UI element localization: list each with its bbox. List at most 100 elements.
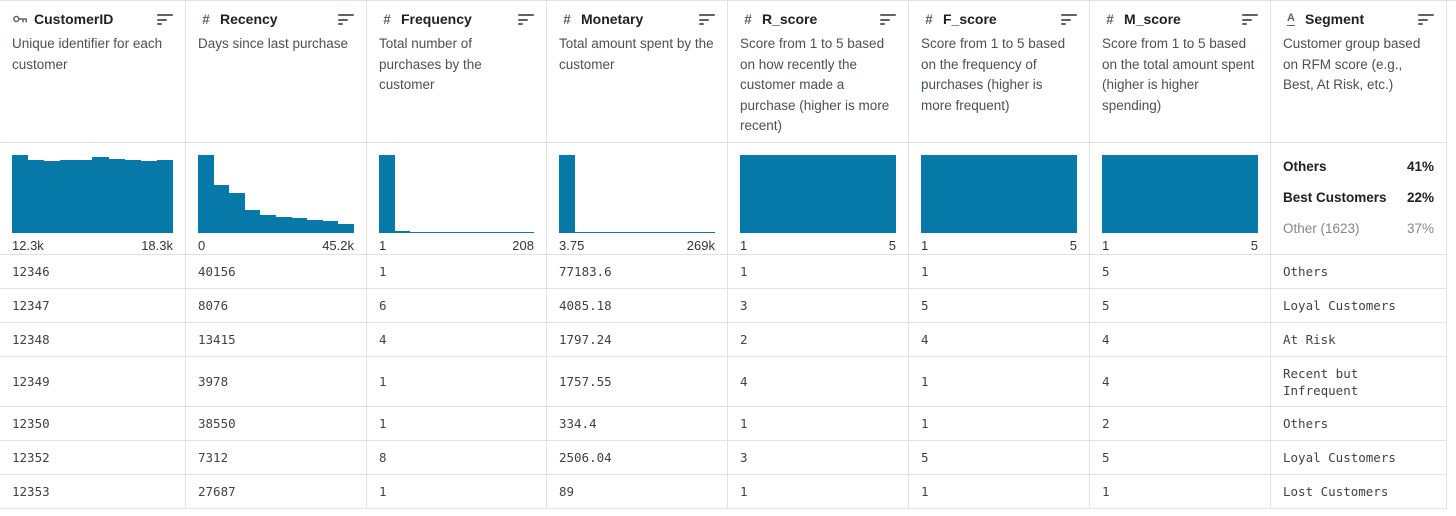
cell-m_score-row-3[interactable]: 4: [1090, 357, 1271, 407]
histogram-bar: [849, 155, 865, 233]
column-sort-icon[interactable]: [338, 13, 354, 25]
cell-frequency-row-3[interactable]: 1: [367, 357, 547, 407]
cell-segment-row-5[interactable]: Loyal Customers: [1271, 441, 1447, 475]
cell-recency-row-2[interactable]: 13415: [186, 323, 367, 357]
cell-frequency-row-0[interactable]: 1: [367, 255, 547, 289]
cell-segment-row-0[interactable]: Others: [1271, 255, 1447, 289]
column-histogram-frequency[interactable]: 1 208: [367, 143, 547, 255]
cell-frequency-row-4[interactable]: 1: [367, 407, 547, 441]
column-header-r_score[interactable]: # R_score Score from 1 to 5 based on how r…: [728, 1, 909, 143]
cell-segment-row-4[interactable]: Others: [1271, 407, 1447, 441]
histogram-min-label: 1: [1102, 238, 1110, 253]
histogram-min-label: 0: [198, 238, 206, 253]
cell-monetary-row-3[interactable]: 1757.55: [547, 357, 728, 407]
cell-monetary-row-0[interactable]: 77183.6: [547, 255, 728, 289]
histogram-bar: [1211, 155, 1227, 233]
column-sort-icon[interactable]: [157, 13, 173, 25]
column-header-frequency[interactable]: # Frequency Total number of purchases by t…: [367, 1, 547, 143]
cell-segment-row-6[interactable]: Lost Customers: [1271, 475, 1447, 509]
cell-m_score-row-5[interactable]: 5: [1090, 441, 1271, 475]
cell-r_score-row-2[interactable]: 2: [728, 323, 909, 357]
cell-m_score-row-0[interactable]: 5: [1090, 255, 1271, 289]
cell-m_score-row-2[interactable]: 4: [1090, 323, 1271, 357]
cell-frequency-row-2[interactable]: 4: [367, 323, 547, 357]
cell-r_score-row-6[interactable]: 1: [728, 475, 909, 509]
category-row[interactable]: Best Customers 22%: [1283, 188, 1434, 208]
cell-r_score-row-1[interactable]: 3: [728, 289, 909, 323]
column-sort-icon[interactable]: [699, 13, 715, 25]
cell-f_score-row-5[interactable]: 5: [909, 441, 1090, 475]
cell-customerid-row-5[interactable]: 12352: [0, 441, 186, 475]
hash-glyph: #: [202, 11, 210, 27]
cell-customerid-row-0[interactable]: 12346: [0, 255, 186, 289]
column-header-monetary[interactable]: # Monetary Total amount spent by the custo…: [547, 1, 728, 143]
cell-f_score-row-4[interactable]: 1: [909, 407, 1090, 441]
cell-frequency-row-6[interactable]: 1: [367, 475, 547, 509]
column-category-summary[interactable]: Others 41% Best Customers 22% Other (1623) 37…: [1271, 143, 1447, 255]
cell-monetary-row-1[interactable]: 4085.18: [547, 289, 728, 323]
cell-m_score-row-6[interactable]: 1: [1090, 475, 1271, 509]
column-header-m_score[interactable]: # M_score Score from 1 to 5 based on the t…: [1090, 1, 1271, 143]
cell-m_score-row-4[interactable]: 2: [1090, 407, 1271, 441]
column-histogram-customerid[interactable]: 12.3k 18.3k: [0, 143, 186, 255]
cell-customerid-row-6[interactable]: 12353: [0, 475, 186, 509]
cell-customerid-row-1[interactable]: 12347: [0, 289, 186, 323]
cell-recency-row-1[interactable]: 8076: [186, 289, 367, 323]
cell-f_score-row-3[interactable]: 1: [909, 357, 1090, 407]
sort-bar: [157, 23, 162, 25]
cell-r_score-row-3[interactable]: 4: [728, 357, 909, 407]
cell-monetary-row-4[interactable]: 334.4: [547, 407, 728, 441]
cell-f_score-row-0[interactable]: 1: [909, 255, 1090, 289]
cell-recency-row-3[interactable]: 3978: [186, 357, 367, 407]
column-sort-icon[interactable]: [1061, 13, 1077, 25]
column-title: Monetary: [581, 11, 644, 27]
histogram-bar: [864, 155, 881, 233]
column-header-customerid[interactable]: CustomerID Unique identifier for each cus…: [0, 1, 186, 143]
column-histogram-monetary[interactable]: 3.75 269k: [547, 143, 728, 255]
cell-segment-row-1[interactable]: Loyal Customers: [1271, 289, 1447, 323]
cell-recency-row-5[interactable]: 7312: [186, 441, 367, 475]
histogram-min-label: 1: [740, 238, 748, 253]
cell-recency-row-6[interactable]: 27687: [186, 475, 367, 509]
histogram-max-label: 5: [888, 238, 896, 253]
cell-r_score-row-4[interactable]: 1: [728, 407, 909, 441]
cell-segment-row-2[interactable]: At Risk: [1271, 323, 1447, 357]
cell-frequency-row-1[interactable]: 6: [367, 289, 547, 323]
column-sort-icon[interactable]: [518, 13, 534, 25]
histogram-bar: [244, 210, 261, 233]
cell-f_score-row-1[interactable]: 5: [909, 289, 1090, 323]
cell-monetary-row-5[interactable]: 2506.04: [547, 441, 728, 475]
cell-monetary-row-2[interactable]: 1797.24: [547, 323, 728, 357]
histogram-max-label: 208: [512, 238, 534, 253]
column-sort-icon[interactable]: [1418, 13, 1434, 25]
cell-f_score-row-2[interactable]: 4: [909, 323, 1090, 357]
column-header-recency[interactable]: # Recency Days since last purchase: [186, 1, 367, 143]
cell-customerid-row-3[interactable]: 12349: [0, 357, 186, 407]
histogram-bar: [1102, 155, 1118, 233]
cell-frequency-row-5[interactable]: 8: [367, 441, 547, 475]
cell-customerid-row-4[interactable]: 12350: [0, 407, 186, 441]
column-header-segment[interactable]: A Segment Customer group based on RFM scor…: [1271, 1, 1447, 143]
column-sort-icon[interactable]: [1242, 13, 1258, 25]
cell-customerid-row-2[interactable]: 12348: [0, 323, 186, 357]
cell-segment-row-3[interactable]: Recent but Infrequent: [1271, 357, 1447, 407]
column-sort-icon[interactable]: [880, 13, 896, 25]
cell-monetary-row-6[interactable]: 89: [547, 475, 728, 509]
column-histogram-recency[interactable]: 0 45.2k: [186, 143, 367, 255]
histogram-bar: [456, 232, 472, 233]
category-row[interactable]: Others 41%: [1283, 157, 1434, 177]
column-header-f_score[interactable]: # F_score Score from 1 to 5 based on the f…: [909, 1, 1090, 143]
cell-r_score-row-5[interactable]: 3: [728, 441, 909, 475]
cell-r_score-row-0[interactable]: 1: [728, 255, 909, 289]
sort-bar: [1242, 18, 1252, 21]
cell-m_score-row-1[interactable]: 5: [1090, 289, 1271, 323]
cell-f_score-row-6[interactable]: 1: [909, 475, 1090, 509]
sort-bar: [1418, 14, 1434, 16]
cell-recency-row-4[interactable]: 38550: [186, 407, 367, 441]
category-row[interactable]: Other (1623) 37%: [1283, 219, 1434, 239]
cell-recency-row-0[interactable]: 40156: [186, 255, 367, 289]
sort-bar: [518, 14, 534, 16]
